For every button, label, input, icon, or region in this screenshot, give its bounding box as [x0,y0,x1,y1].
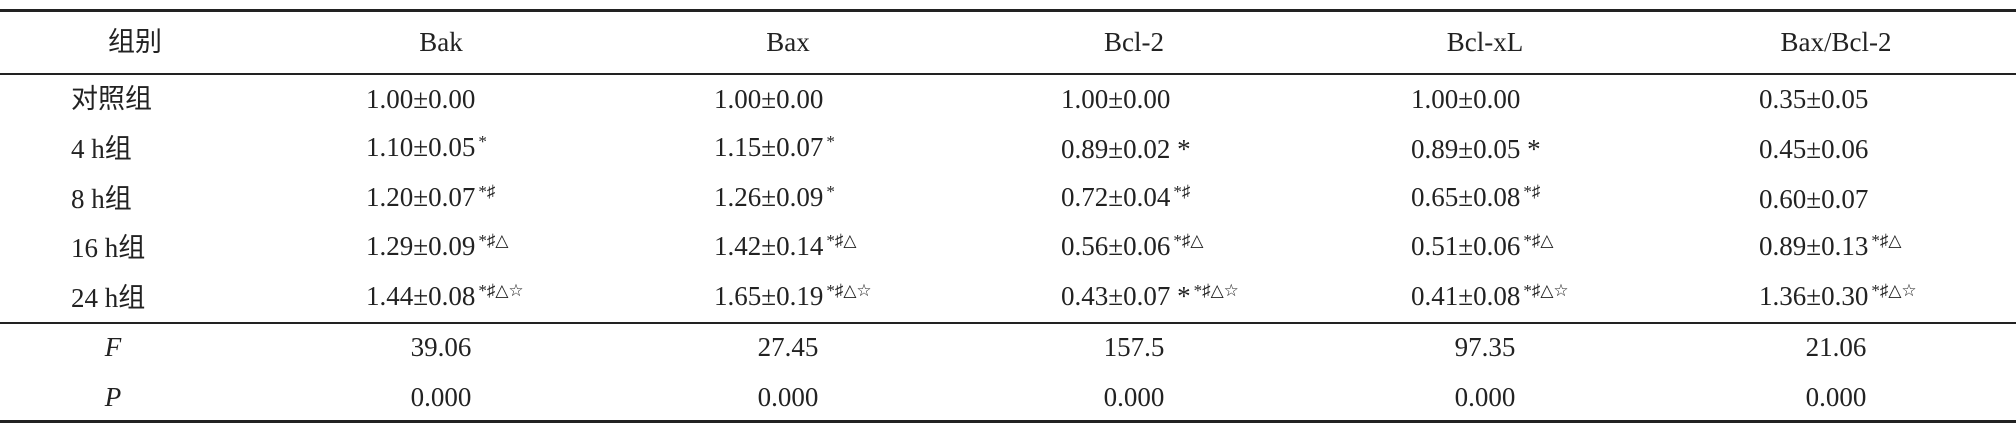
significance-mark: *♯△ [1871,231,1902,250]
significance-mark: *♯△☆ [1193,281,1239,300]
data-cell: 1.00±0.00 [1411,82,1520,116]
significance-mark: * [826,182,835,201]
data-cell: 1.42±0.14 *♯△ [714,229,856,267]
cell-value: 1.42±0.14 [714,231,824,261]
significance-mark: *♯△ [1523,231,1554,250]
cell-value: 1.36±0.30 [1759,281,1869,311]
significance-mark: *♯△☆ [826,281,872,300]
cell-value: 0.65±0.08 [1411,182,1521,212]
column-header: 组别 [108,27,162,57]
cell-value: 1.26±0.09 [714,182,824,212]
row-label: 24 h组 [71,283,146,313]
cell-value: 0.89±0.13 [1759,231,1869,261]
cell-value: 1.00±0.00 [366,84,476,114]
bottom-rule [0,420,2016,423]
significance-mark: *♯ [478,182,496,201]
significance-mark: *♯△☆ [1523,281,1569,300]
cell-value: 0.89±0.02 * [1061,134,1191,164]
stat-value: 97.35 [1454,332,1516,362]
significance-mark: *♯△ [1173,231,1204,250]
cell-value: 0.43±0.07 * [1061,281,1191,311]
cell-value: 1.00±0.00 [714,84,824,114]
cell-value: 1.65±0.19 [714,281,824,311]
row-label: 对照组 [71,84,152,114]
significance-mark: *♯△ [826,231,857,250]
data-cell: 1.00±0.00 [366,82,475,116]
data-cell: 1.29±0.09 *♯△ [366,229,508,267]
data-cell: 0.65±0.08 *♯ [1411,180,1540,218]
stat-value: 21.06 [1805,332,1867,362]
cell-value: 0.35±0.05 [1759,84,1869,114]
stat-value: 0.000 [1805,382,1867,412]
cell-value: 1.00±0.00 [1061,84,1171,114]
data-cell: 0.41±0.08 *♯△☆ [1411,279,1569,317]
significance-mark: *♯△☆ [478,281,524,300]
stat-value: 157.5 [1103,332,1165,362]
column-header: Bcl-2 [1104,27,1164,57]
column-header: Bax [766,27,810,57]
significance-mark: * [826,132,835,151]
significance-mark: *♯△☆ [1871,281,1917,300]
data-cell: 0.89±0.13 *♯△ [1759,229,1901,267]
data-cell: 1.65±0.19 *♯△☆ [714,279,872,317]
data-cell: 0.51±0.06 *♯△ [1411,229,1553,267]
stat-value: 0.000 [1103,382,1165,412]
data-cell: 0.72±0.04 *♯ [1061,180,1190,218]
data-cell: 0.35±0.05 [1759,82,1868,116]
cell-value: 0.72±0.04 [1061,182,1171,212]
column-header: Bak [419,27,463,57]
cell-value: 0.89±0.05 * [1411,134,1541,164]
significance-mark: *♯△ [478,231,509,250]
significance-mark: *♯ [1523,182,1541,201]
data-cell: 0.60±0.07 [1759,182,1868,216]
cell-value: 1.20±0.07 [366,182,476,212]
significance-mark: * [478,132,487,151]
row-label: 4 h组 [71,134,132,164]
stat-label: F [104,332,122,362]
stat-value: 0.000 [757,382,819,412]
data-cell: 1.20±0.07 *♯ [366,180,495,218]
cell-value: 1.29±0.09 [366,231,476,261]
cell-value: 0.56±0.06 [1061,231,1171,261]
data-cell: 0.45±0.06 [1759,132,1868,166]
cell-value: 0.45±0.06 [1759,134,1869,164]
data-cell: 0.89±0.02 * [1061,132,1191,166]
data-cell: 1.26±0.09 * [714,180,835,218]
cell-value: 1.44±0.08 [366,281,476,311]
cell-value: 1.15±0.07 [714,132,824,162]
cell-value: 0.60±0.07 [1759,184,1869,214]
stat-value: 39.06 [410,332,472,362]
stats-rule [0,322,2016,324]
data-cell: 0.43±0.07 * *♯△☆ [1061,279,1239,317]
data-cell: 1.00±0.00 [1061,82,1170,116]
top-rule [0,9,2016,12]
data-cell: 1.15±0.07 * [714,130,835,168]
stat-value: 0.000 [1454,382,1516,412]
stat-value: 27.45 [757,332,819,362]
stat-label: P [104,382,122,412]
stat-value: 0.000 [410,382,472,412]
data-cell: 0.56±0.06 *♯△ [1061,229,1203,267]
data-cell: 0.89±0.05 * [1411,132,1541,166]
header-rule [0,73,2016,75]
row-label: 8 h组 [71,184,132,214]
significance-mark: *♯ [1173,182,1191,201]
column-header: Bcl-xL [1446,27,1524,57]
cell-value: 0.41±0.08 [1411,281,1521,311]
data-cell: 1.36±0.30 *♯△☆ [1759,279,1917,317]
data-cell: 1.10±0.05 * [366,130,487,168]
cell-value: 1.00±0.00 [1411,84,1521,114]
data-cell: 1.00±0.00 [714,82,823,116]
column-header: Bax/Bcl-2 [1780,27,1892,57]
cell-value: 0.51±0.06 [1411,231,1521,261]
cell-value: 1.10±0.05 [366,132,476,162]
row-label: 16 h组 [71,233,146,263]
data-cell: 1.44±0.08 *♯△☆ [366,279,524,317]
